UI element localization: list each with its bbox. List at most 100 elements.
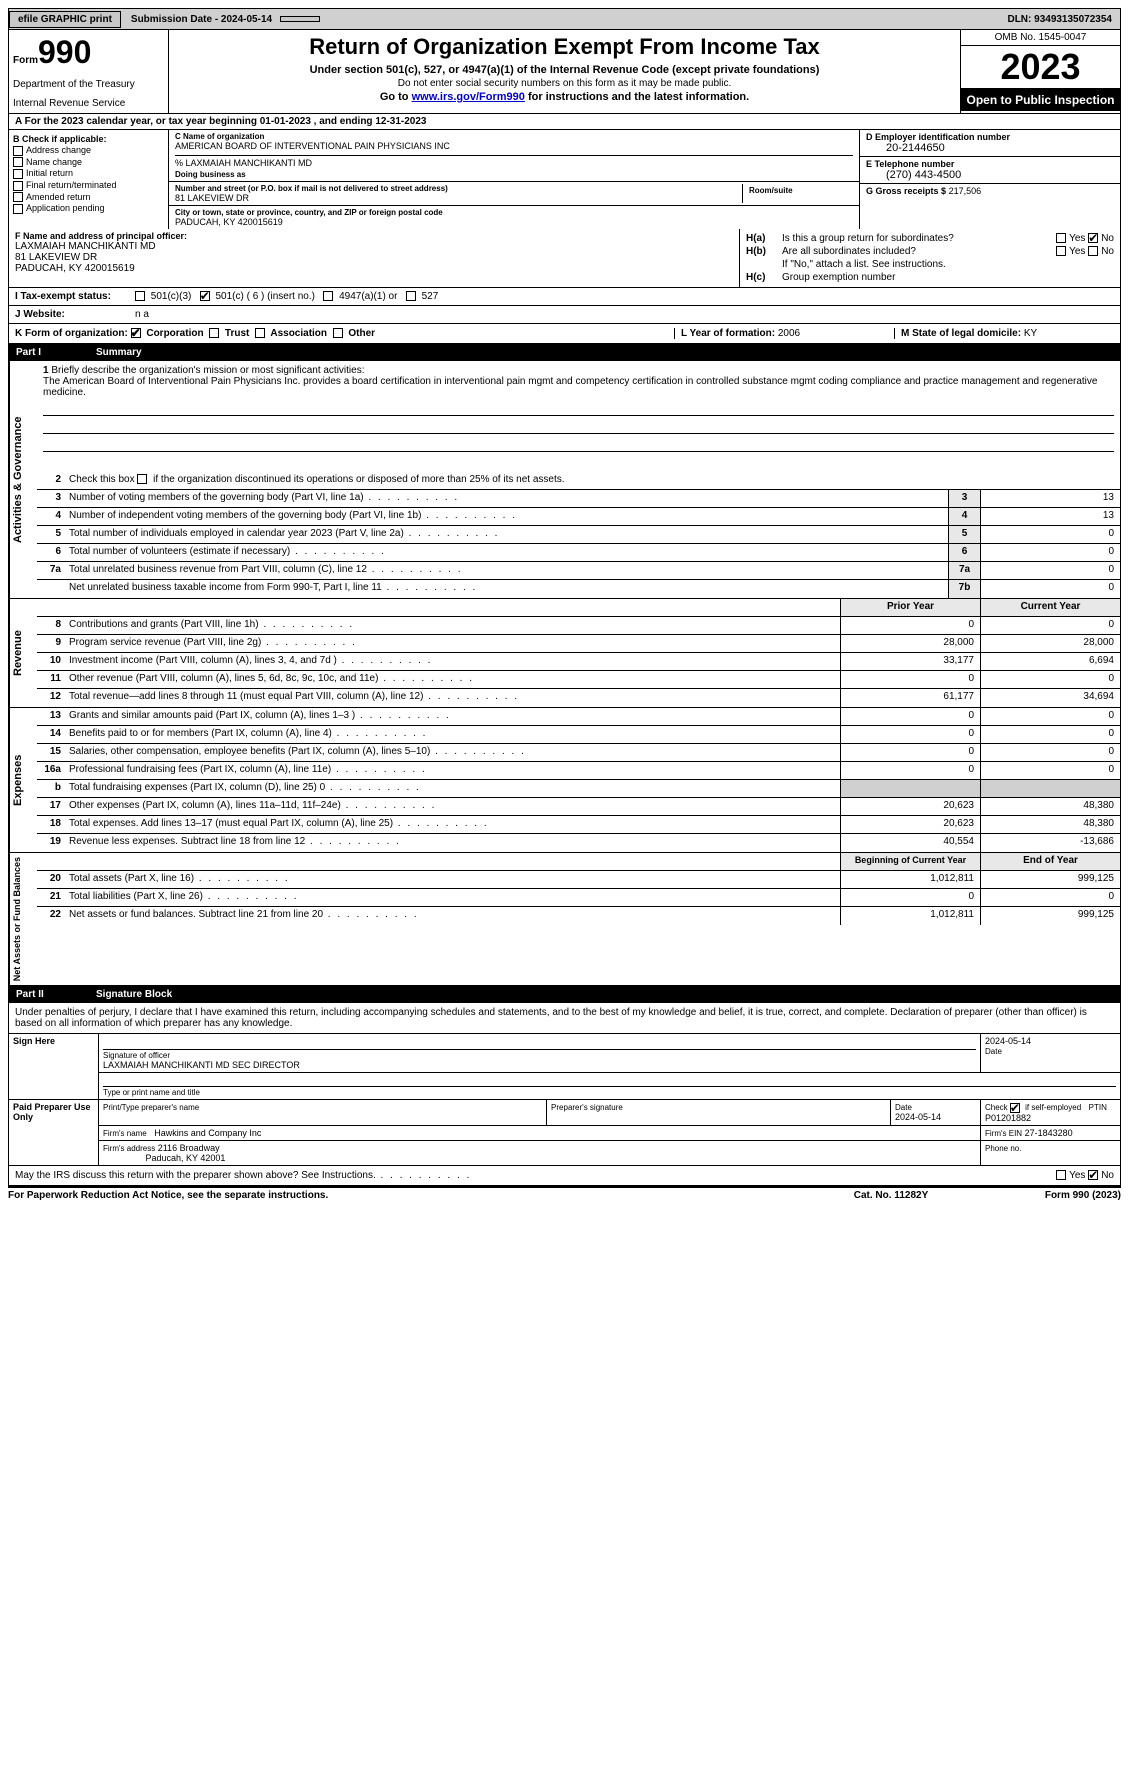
subtitle-2: Do not enter social security numbers on … [177, 78, 952, 89]
hb-text: Are all subordinates included? [782, 246, 1056, 257]
sig-date: 2024-05-14 [985, 1036, 1031, 1046]
part1-net: Net Assets or Fund Balances Beginning of… [8, 853, 1121, 986]
addr-label: Number and street (or P.O. box if mail i… [175, 184, 742, 193]
chk-corp[interactable] [131, 328, 141, 338]
p1-line: 14Benefits paid to or for members (Part … [37, 726, 1120, 744]
checkbox-amended[interactable] [13, 192, 23, 202]
chk-527[interactable] [406, 291, 416, 301]
side-ag: Activities & Governance [9, 361, 37, 598]
firm-addr2: Paducah, KY 42001 [146, 1153, 226, 1163]
hc-label: H(c) [746, 272, 782, 283]
form-header: Form990 Department of the Treasury Inter… [8, 30, 1121, 114]
website-value: n a [129, 306, 1120, 323]
footer-right: Form 990 (2023) [961, 1190, 1121, 1201]
p1-line: bTotal fundraising expenses (Part IX, co… [37, 780, 1120, 798]
tel-label: E Telephone number [866, 159, 1114, 169]
form-number: 990 [38, 34, 91, 70]
checkbox-app-pending[interactable] [13, 204, 23, 214]
may-irs-no[interactable] [1088, 1170, 1098, 1180]
phone-lbl: Phone no. [985, 1144, 1021, 1153]
ptin-lbl: PTIN [1089, 1103, 1107, 1112]
website-label: J Website: [9, 306, 129, 323]
p1-line: 8Contributions and grants (Part VIII, li… [37, 617, 1120, 635]
irs-link[interactable]: www.irs.gov/Form990 [412, 91, 525, 103]
sig-officer: LAXMAIAH MANCHIKANTI MD SEC DIRECTOR [103, 1060, 300, 1070]
k-label: K Form of organization: [15, 328, 128, 339]
hb-no-checkbox[interactable] [1088, 246, 1098, 256]
signature-table: Sign Here Signature of officer LAXMAIAH … [8, 1033, 1121, 1166]
l2-num: 2 [37, 472, 65, 489]
tax-year: 2023 [961, 46, 1120, 89]
dba-label: Doing business as [175, 170, 853, 179]
hc-text: Group exemption number [782, 272, 1114, 283]
ptin: P01201882 [985, 1113, 1031, 1123]
p1-line: 13Grants and similar amounts paid (Part … [37, 708, 1120, 726]
p1-line: 22Net assets or fund balances. Subtract … [37, 907, 1120, 925]
chk-other[interactable] [333, 328, 343, 338]
checkbox-name-change[interactable] [13, 157, 23, 167]
checkbox-initial-return[interactable] [13, 169, 23, 179]
ha-yes-checkbox[interactable] [1056, 233, 1066, 243]
section-bce: B Check if applicable: Address change Na… [8, 130, 1121, 229]
beg-year-hdr: Beginning of Current Year [840, 853, 980, 870]
form-title: Return of Organization Exempt From Incom… [177, 34, 952, 60]
part1-ag: Activities & Governance 1 Briefly descri… [8, 361, 1121, 599]
m-label: M State of legal domicile: [901, 328, 1021, 339]
chk-501c3[interactable] [135, 291, 145, 301]
l2-checkbox[interactable] [137, 474, 147, 484]
declaration: Under penalties of perjury, I declare th… [8, 1003, 1121, 1033]
gross-label: G Gross receipts $ [866, 186, 946, 196]
submission-date: Submission Date - 2024-05-14 [123, 12, 280, 27]
hb-note: If "No," attach a list. See instructions… [746, 259, 1114, 270]
omb-number: OMB No. 1545-0047 [961, 30, 1120, 46]
efile-button[interactable]: efile GRAPHIC print [9, 11, 121, 28]
chk-501c[interactable] [200, 291, 210, 301]
section-h: H(a) Is this a group return for subordin… [740, 229, 1120, 287]
footer-mid: Cat. No. 11282Y [821, 1190, 961, 1201]
ha-no-checkbox[interactable] [1088, 233, 1098, 243]
firm-ein-lbl: Firm's EIN [985, 1129, 1022, 1138]
part-1-num: Part I [16, 347, 96, 358]
section-i: I Tax-exempt status: 501(c)(3) 501(c) ( … [8, 288, 1121, 306]
may-irs-yes[interactable] [1056, 1170, 1066, 1180]
self-emp-checkbox[interactable] [1010, 1103, 1020, 1113]
city-value: PADUCAH, KY 420015619 [175, 217, 853, 227]
form-prefix: Form [13, 55, 38, 66]
date-label: Date [985, 1047, 1002, 1056]
paid-preparer-label: Paid Preparer Use Only [9, 1100, 99, 1166]
p1-line: 15Salaries, other compensation, employee… [37, 744, 1120, 762]
dln-label: DLN: 93493135072354 [1007, 14, 1120, 25]
prep-sig-lbl: Preparer's signature [551, 1103, 623, 1112]
part-2-num: Part II [16, 989, 96, 1000]
may-irs-text: May the IRS discuss this return with the… [15, 1170, 1056, 1181]
tel-value: (270) 443-4500 [866, 169, 1114, 181]
subtitle-1: Under section 501(c), 527, or 4947(a)(1)… [177, 64, 952, 76]
hb-yes-checkbox[interactable] [1056, 246, 1066, 256]
checkbox-address-change[interactable] [13, 146, 23, 156]
org-name: AMERICAN BOARD OF INTERVENTIONAL PAIN PH… [175, 141, 853, 151]
hb-label: H(b) [746, 246, 782, 257]
top-bar: efile GRAPHIC print Submission Date - 20… [8, 8, 1121, 30]
chk-assoc[interactable] [255, 328, 265, 338]
city-label: City or town, state or province, country… [175, 208, 853, 217]
checkbox-final-return[interactable] [13, 181, 23, 191]
part-2-header: Part II Signature Block [8, 986, 1121, 1003]
l1-mission: The American Board of Interventional Pai… [43, 376, 1097, 398]
l1-text: Briefly describe the organization's miss… [51, 365, 364, 376]
side-net: Net Assets or Fund Balances [9, 853, 37, 985]
section-j: J Website: n a [8, 306, 1121, 324]
prior-year-hdr: Prior Year [840, 599, 980, 616]
chk-4947[interactable] [323, 291, 333, 301]
open-inspection: Open to Public Inspection [961, 89, 1120, 111]
firm-addr-lbl: Firm's address [103, 1144, 155, 1153]
p1-line: 4Number of independent voting members of… [37, 508, 1120, 526]
gross-value: 217,506 [949, 186, 982, 196]
current-year-hdr: Current Year [980, 599, 1120, 616]
section-fh: F Name and address of principal officer:… [8, 229, 1121, 288]
line-a: A For the 2023 calendar year, or tax yea… [8, 114, 1121, 130]
p1-line: 21Total liabilities (Part X, line 26)00 [37, 889, 1120, 907]
chk-trust[interactable] [209, 328, 219, 338]
may-irs-row: May the IRS discuss this return with the… [8, 1166, 1121, 1186]
blank-button[interactable] [280, 16, 320, 22]
p1-line: 9Program service revenue (Part VIII, lin… [37, 635, 1120, 653]
